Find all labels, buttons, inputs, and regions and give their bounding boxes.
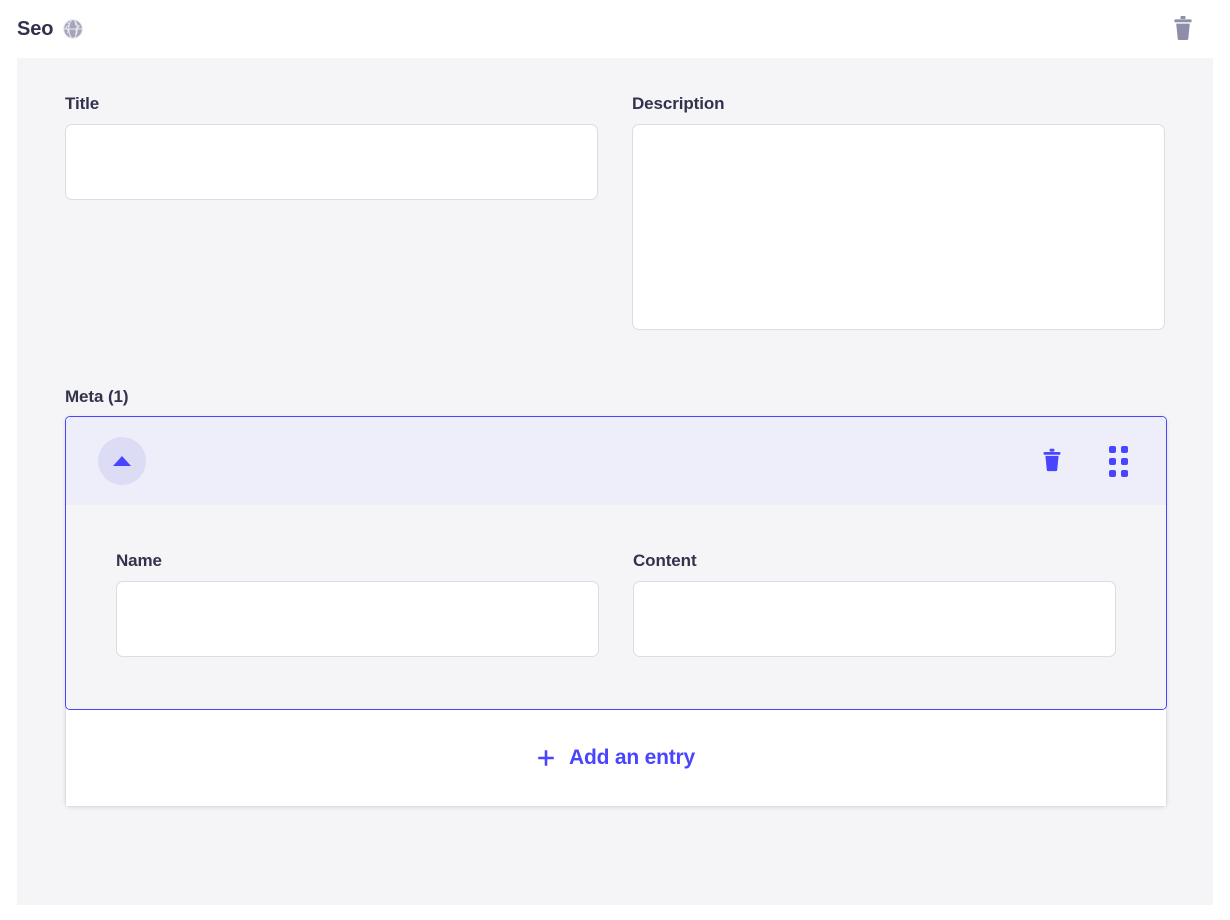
title-label: Title <box>65 94 100 113</box>
drag-handle-icon <box>1108 445 1128 477</box>
meta-entry-card: Name Content <box>65 416 1167 710</box>
meta-section: Meta (1) <box>65 387 1167 807</box>
name-field-group: Name <box>116 551 599 657</box>
description-field-group: Description <box>632 94 1165 335</box>
page-title: Seo <box>17 18 54 40</box>
meta-entry-fields-grid: Name Content <box>116 551 1116 657</box>
name-label: Name <box>116 551 162 570</box>
content-field-group: Content <box>633 551 1116 657</box>
title-field-group: Title <box>65 94 598 200</box>
trash-icon <box>1171 15 1195 44</box>
content-input[interactable] <box>633 581 1116 657</box>
delete-component-button[interactable] <box>1167 13 1199 45</box>
meta-entry-header <box>66 417 1166 505</box>
meta-repeatable-wrapper: Name Content <box>65 416 1167 807</box>
drag-dot <box>1108 457 1116 465</box>
drag-dot <box>1120 457 1128 465</box>
component-header-title-group: Seo <box>17 18 84 40</box>
name-input[interactable] <box>116 581 599 657</box>
drag-dot <box>1120 469 1128 477</box>
meta-label: Meta (1) <box>65 387 129 406</box>
meta-entry-body: Name Content <box>66 505 1166 709</box>
trash-icon <box>1041 448 1063 475</box>
title-input[interactable] <box>65 124 598 200</box>
drag-dot <box>1108 469 1116 477</box>
content-label: Content <box>633 551 697 570</box>
drag-dot <box>1108 445 1116 453</box>
add-an-entry-button[interactable]: Add an entry <box>537 746 695 770</box>
plus-icon <box>537 749 555 767</box>
drag-dot <box>1120 445 1128 453</box>
component-panel: Title Description Meta (1) <box>17 58 1213 905</box>
collapse-entry-button[interactable] <box>98 437 146 485</box>
component-header: Seo <box>0 0 1230 58</box>
description-textarea[interactable] <box>632 124 1165 330</box>
delete-entry-button[interactable] <box>1037 446 1067 476</box>
drag-entry-handle[interactable] <box>1103 445 1133 477</box>
globe-icon <box>62 18 84 40</box>
description-label: Description <box>632 94 725 113</box>
seo-fields-grid: Title Description <box>65 94 1165 335</box>
caret-up-icon <box>113 456 131 466</box>
add-entry-row[interactable]: Add an entry <box>66 710 1166 806</box>
add-an-entry-label: Add an entry <box>569 746 695 769</box>
